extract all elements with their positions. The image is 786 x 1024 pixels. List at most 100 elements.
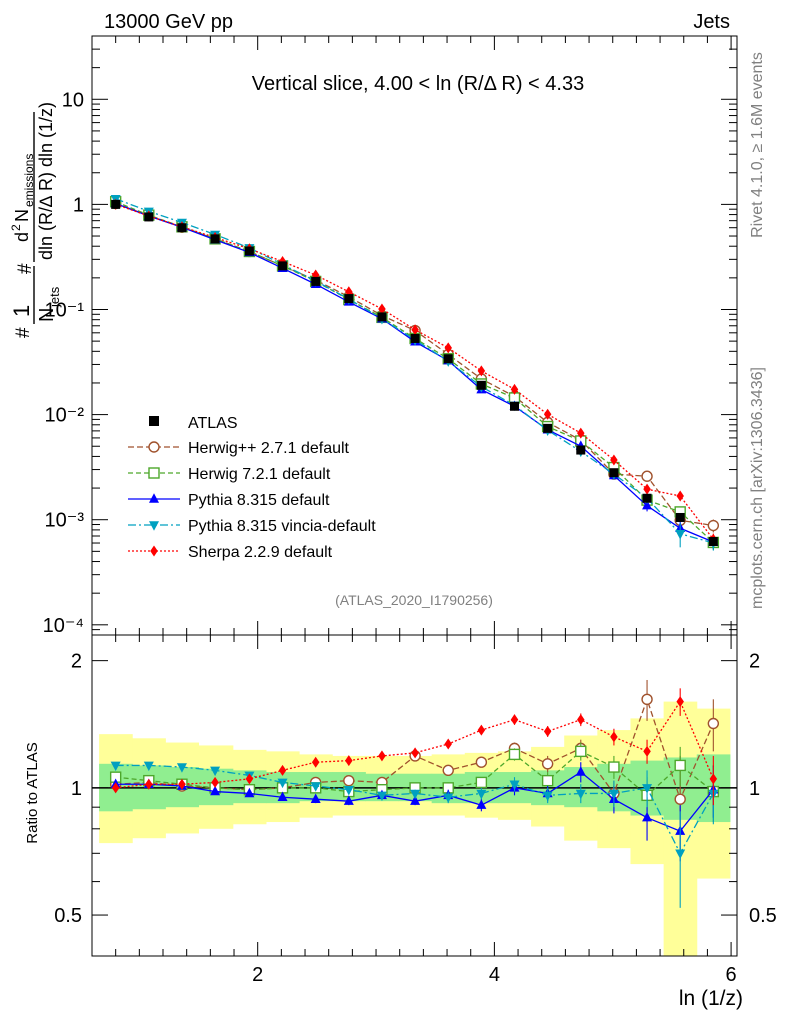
legend-label: Herwig 7.2.1 default (188, 466, 331, 483)
series-point-main (643, 483, 651, 495)
y-tick-label: 10⁻¹ (45, 299, 85, 321)
series-point-ratio (310, 793, 321, 803)
series-point-ratio (343, 785, 354, 796)
series-point-ratio (475, 776, 488, 789)
series-point-main (543, 408, 552, 420)
series-point-main (577, 427, 585, 439)
series-point-ratio (575, 766, 586, 776)
data-point (675, 512, 685, 522)
legend-label: Pythia 8.315 vincia-default (188, 518, 376, 535)
series-point-ratio (674, 793, 686, 805)
svg-text:d: d (12, 232, 32, 242)
x-tick-label: 4 (489, 964, 500, 986)
series-point-ratio (476, 789, 487, 800)
data-point (177, 223, 187, 233)
series-point-ratio (508, 748, 521, 761)
svg-text:2: 2 (9, 224, 23, 231)
series-point-ratio (477, 724, 486, 736)
series-point-ratio (476, 799, 487, 809)
y-tick-label: 1 (73, 194, 84, 216)
series-point-ratio (210, 785, 221, 796)
svg-text:N: N (12, 209, 32, 222)
series-point-ratio (442, 764, 454, 777)
header-process-label: Jets (693, 11, 730, 33)
series-point-ratio (110, 761, 121, 772)
data-point (708, 537, 718, 547)
series-point-ratio (378, 750, 386, 762)
ratio-frame (91, 634, 738, 957)
main-y-axis-label: # 1 N jets # d 2 N emissions dln (R/∆ R)… (9, 102, 62, 338)
series-point-ratio (143, 761, 154, 772)
svg-text:#: # (15, 263, 36, 274)
series-point-ratio (410, 789, 421, 800)
ratio-tick-label: 2 (71, 651, 82, 673)
series-point-ratio (443, 793, 454, 804)
series-point-ratio (643, 745, 651, 757)
ratio-tick-label: 1 (71, 778, 82, 800)
data-point (111, 199, 121, 209)
series-point-ratio (145, 778, 153, 790)
data-point (443, 354, 453, 364)
series-point-ratio (444, 738, 452, 750)
series-point-main (378, 303, 386, 315)
series-point-ratio (610, 731, 618, 743)
x-tick-label: 2 (252, 964, 263, 986)
series-point-ratio (376, 791, 387, 802)
data-point (510, 401, 520, 411)
ratio-y-axis-label: Ratio to ATLAS (24, 742, 41, 843)
data-point (311, 276, 321, 286)
data-point (410, 333, 420, 343)
series-point-ratio (211, 776, 219, 788)
data-point (144, 212, 154, 222)
series-point-ratio (411, 747, 419, 759)
series-point-ratio (176, 763, 187, 773)
y-tick-label: 10⁻⁴ (43, 615, 84, 637)
ratio-tick-label: 2 (749, 651, 760, 673)
series-point-ratio (543, 725, 552, 737)
data-point (344, 294, 354, 304)
ratio-panel: 2 4 6 0.5 0.5 1 1 2 2 (54, 634, 777, 986)
series-point-ratio (277, 778, 288, 789)
x-axis-label: ln (1/z) (679, 987, 743, 1010)
data-point (642, 493, 652, 503)
series-point-ratio (541, 758, 554, 770)
y-tick-label: 10⁻² (45, 405, 85, 427)
series-point-ratio (210, 766, 221, 777)
series-point-main (477, 365, 486, 377)
ratio-tick-label: 0.5 (54, 905, 82, 927)
data-point (609, 468, 619, 478)
series-line-main (115, 203, 714, 540)
series-point-main (444, 342, 452, 354)
series-point-ratio (709, 773, 718, 785)
series-point-ratio (277, 791, 288, 802)
series-point-ratio (542, 791, 553, 802)
y-tick-label: 10 (62, 89, 84, 111)
series-point-ratio (577, 714, 585, 726)
data-point (377, 312, 387, 322)
series-point-ratio (343, 774, 355, 787)
series-point-ratio (674, 759, 686, 772)
svg-text:1: 1 (9, 305, 34, 317)
series-point-ratio (575, 745, 587, 758)
series-point-ratio (575, 789, 586, 800)
svg-text:N: N (36, 308, 58, 322)
main-panel: 10⁻⁴ 10⁻³ 10⁻² 10⁻¹ 1 10 Vertical slice, 4.00… (43, 35, 738, 637)
series-point-ratio (675, 849, 686, 860)
chart-title: Vertical slice, 4.00 < ln (R/Δ R) < 4.33 (252, 73, 584, 95)
series-point-main (610, 454, 618, 466)
series-point-ratio (343, 795, 354, 805)
legend-label: Herwig++ 2.7.1 default (188, 440, 350, 457)
x-tick-label: 6 (726, 964, 737, 986)
series-point-main (707, 519, 720, 532)
series-point-ratio (345, 755, 353, 767)
data-point (278, 261, 288, 271)
legend: ATLAS Herwig++ 2.7.1 default Herwig 7.2.1 … (128, 415, 376, 561)
series-point-main (411, 324, 419, 336)
legend-marker (149, 416, 159, 426)
data-point (210, 234, 220, 244)
svg-text:dln (R/∆ R) dln (1/z): dln (R/∆ R) dln (1/z) (36, 102, 56, 260)
series-point-main (675, 530, 686, 540)
series-point-main (510, 383, 519, 395)
series-point-ratio (410, 795, 421, 805)
